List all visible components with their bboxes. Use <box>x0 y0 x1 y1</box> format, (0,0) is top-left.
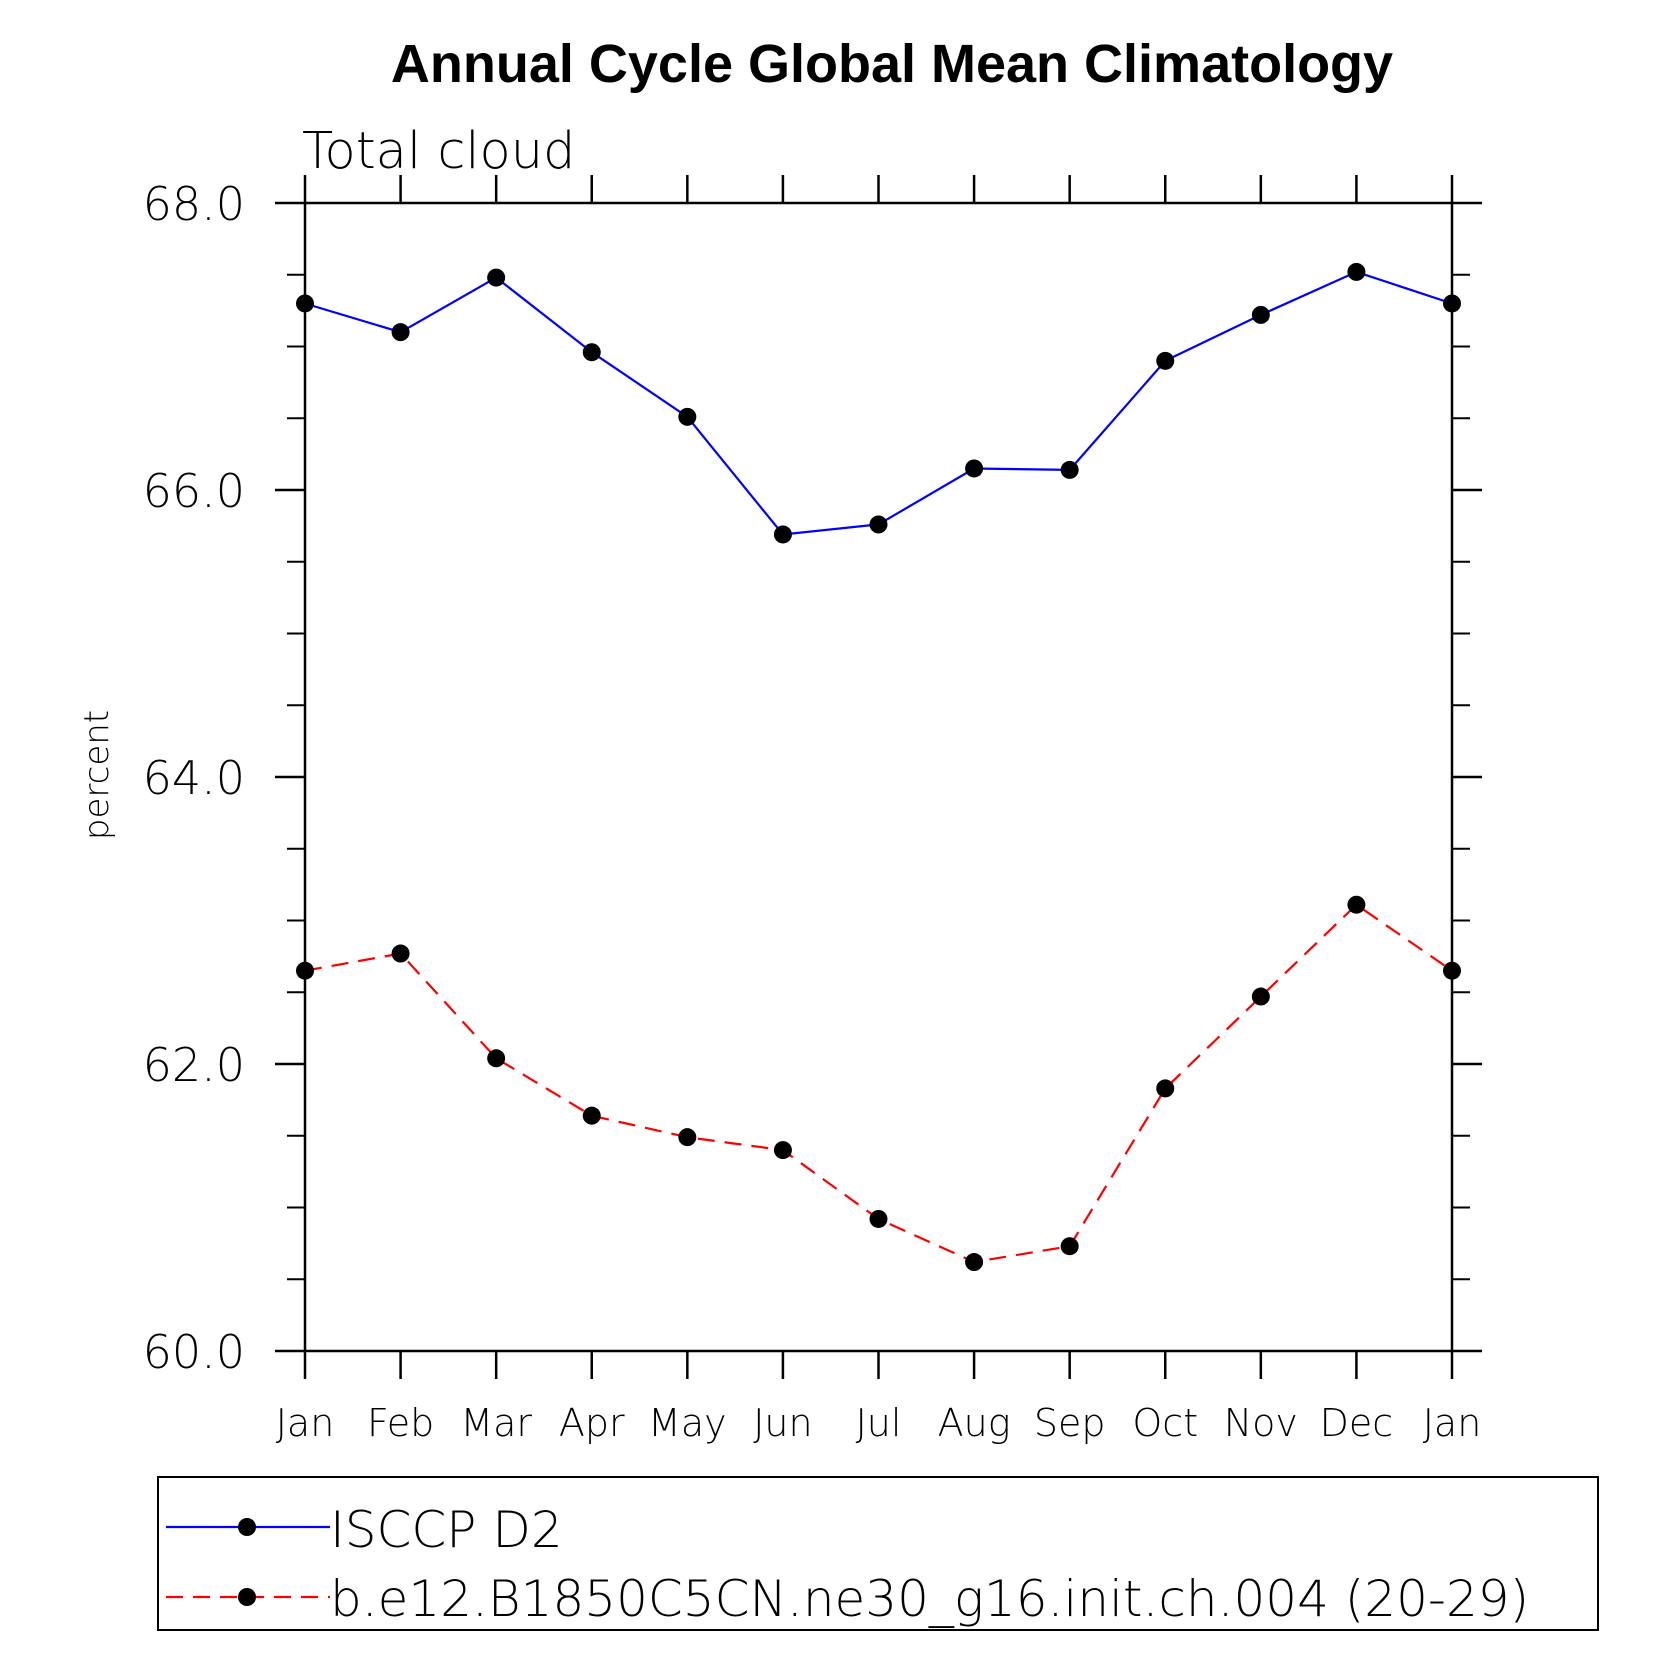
series-0-point <box>296 294 314 313</box>
series-line-0 <box>304 270 1453 536</box>
series-0-point <box>1060 460 1079 479</box>
x-tick-label: Sep <box>1034 1401 1106 1445</box>
chart-title: Annual Cycle Global Mean Climatology <box>391 34 1393 94</box>
y-tick-label: 68.0 <box>143 177 245 231</box>
x-tick-label: Dec <box>1320 1401 1394 1445</box>
series-1-point <box>1060 1237 1079 1256</box>
series-0-point <box>678 407 697 426</box>
x-tick-label: Aug <box>938 1401 1011 1445</box>
series-0-point <box>1443 294 1461 313</box>
x-tick-label: Jul <box>856 1401 902 1445</box>
legend-marker-isccp <box>238 1518 256 1536</box>
legend-label-model: b.e12.B1850C5CN.ne30_g16.init.ch.004 (20… <box>330 1570 1529 1628</box>
series-group <box>296 262 1461 1272</box>
series-1-point <box>1156 1079 1175 1098</box>
series-0-point <box>1156 351 1175 370</box>
series-0-point <box>773 525 792 544</box>
x-tick-label: Jan <box>276 1401 335 1445</box>
series-0-point <box>869 515 888 534</box>
series-1-point <box>1347 895 1366 914</box>
series-line-1 <box>304 903 1453 1264</box>
series-0-point <box>1251 305 1270 324</box>
series-0-point <box>965 459 984 478</box>
y-tick-label: 64.0 <box>143 751 245 805</box>
series-0-point <box>391 323 410 342</box>
x-tick-label: May <box>648 1401 727 1445</box>
legend-marker-model <box>238 1588 256 1606</box>
series-1-point <box>1251 987 1270 1006</box>
y-tick-label: 60.0 <box>143 1325 245 1379</box>
x-tick-label: Nov <box>1224 1401 1298 1445</box>
series-1-point <box>773 1141 792 1160</box>
series-1-point <box>391 944 410 963</box>
x-tick-label: Jun <box>753 1401 812 1445</box>
legend: ISCCP D2 b.e12.B1850C5CN.ne30_g16.init.c… <box>157 1476 1599 1631</box>
x-tick-label: Mar <box>460 1401 532 1445</box>
series-1-point <box>869 1209 888 1228</box>
x-tick-label: Oct <box>1132 1401 1198 1445</box>
y-tick-label: 62.0 <box>143 1038 245 1092</box>
series-1-point <box>678 1128 697 1147</box>
series-1-point <box>965 1253 984 1272</box>
series-0-point <box>1347 262 1366 281</box>
series-0-point <box>582 343 601 362</box>
legend-label-isccp: ISCCP D2 <box>330 1501 563 1559</box>
x-tick-label: Feb <box>367 1401 434 1445</box>
x-tick-label: Jan <box>1423 1401 1482 1445</box>
plot-frame <box>303 201 1454 1353</box>
series-1-point <box>582 1106 601 1125</box>
series-0-point <box>487 268 506 287</box>
x-tick-label: Apr <box>559 1401 625 1445</box>
chart-subtitle: Total cloud <box>302 122 575 181</box>
legend-box <box>157 1476 1599 1631</box>
series-1-point <box>1443 961 1461 980</box>
y-axis-label: percent <box>77 710 117 840</box>
series-1-point <box>487 1049 506 1068</box>
axes: Jan Feb Mar Apr May Jun Jul Aug Sep Oct Nov Dec Jan 6… <box>143 175 1482 1445</box>
series-1-point <box>296 961 314 980</box>
y-tick-label: 66.0 <box>143 464 245 518</box>
